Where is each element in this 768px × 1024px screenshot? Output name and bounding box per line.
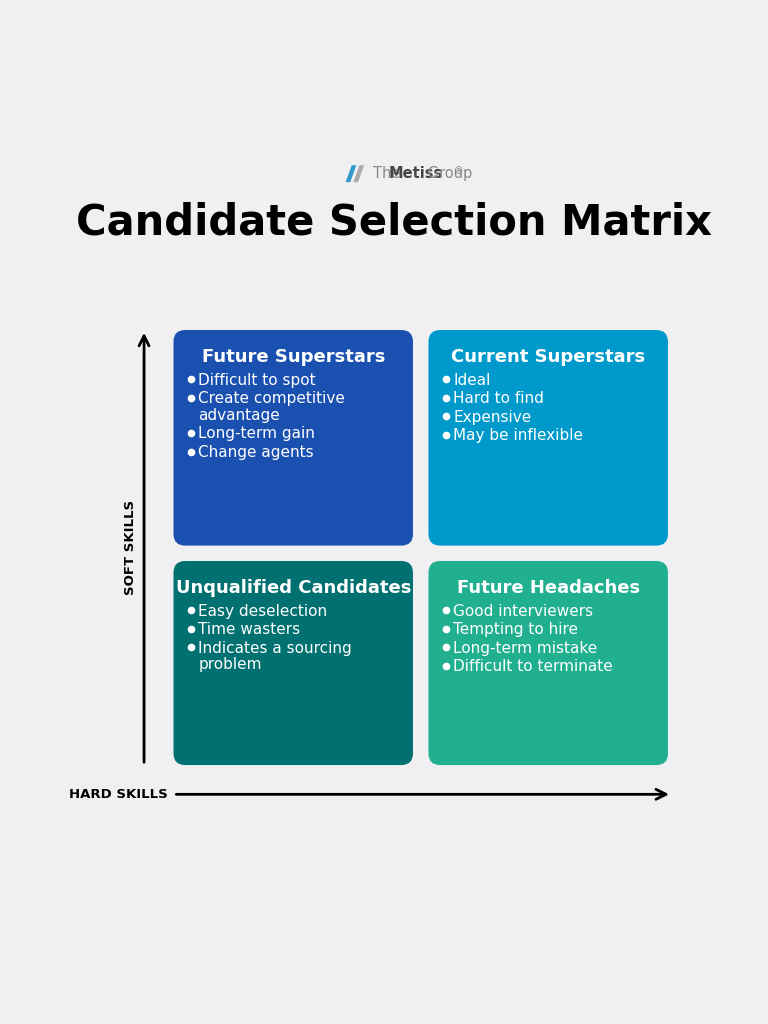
Text: Future Superstars: Future Superstars [201,348,385,366]
Text: Group: Group [423,166,472,181]
Text: May be inflexible: May be inflexible [453,428,583,443]
Text: Create competitive: Create competitive [198,391,345,407]
Text: Difficult to spot: Difficult to spot [198,373,316,387]
Polygon shape [346,165,356,182]
FancyBboxPatch shape [429,330,668,546]
Text: Difficult to terminate: Difficult to terminate [453,659,613,674]
Text: Long-term gain: Long-term gain [198,426,315,441]
Text: Change agents: Change agents [198,445,314,460]
Text: Easy deselection: Easy deselection [198,603,327,618]
Text: Ideal: Ideal [453,373,491,387]
Text: Expensive: Expensive [453,410,531,425]
Text: advantage: advantage [198,408,280,423]
Text: SOFT SKILLS: SOFT SKILLS [124,500,137,595]
Text: The: The [373,166,406,181]
Text: problem: problem [198,657,262,673]
FancyBboxPatch shape [429,561,668,765]
Text: HARD SKILLS: HARD SKILLS [68,787,167,801]
Text: Hard to find: Hard to find [453,391,545,407]
Text: ®: ® [454,166,464,176]
FancyBboxPatch shape [174,561,413,765]
Polygon shape [353,165,364,182]
FancyBboxPatch shape [174,330,413,546]
Text: Candidate Selection Matrix: Candidate Selection Matrix [75,201,712,244]
Text: Unqualified Candidates: Unqualified Candidates [176,579,411,597]
Text: Metiss: Metiss [389,166,443,181]
Text: Tempting to hire: Tempting to hire [453,622,578,637]
Text: Future Headaches: Future Headaches [457,579,640,597]
Text: Time wasters: Time wasters [198,622,300,637]
Text: Long-term mistake: Long-term mistake [453,641,598,655]
Text: Indicates a sourcing: Indicates a sourcing [198,641,352,655]
Text: Current Superstars: Current Superstars [451,348,645,366]
Text: Good interviewers: Good interviewers [453,603,594,618]
